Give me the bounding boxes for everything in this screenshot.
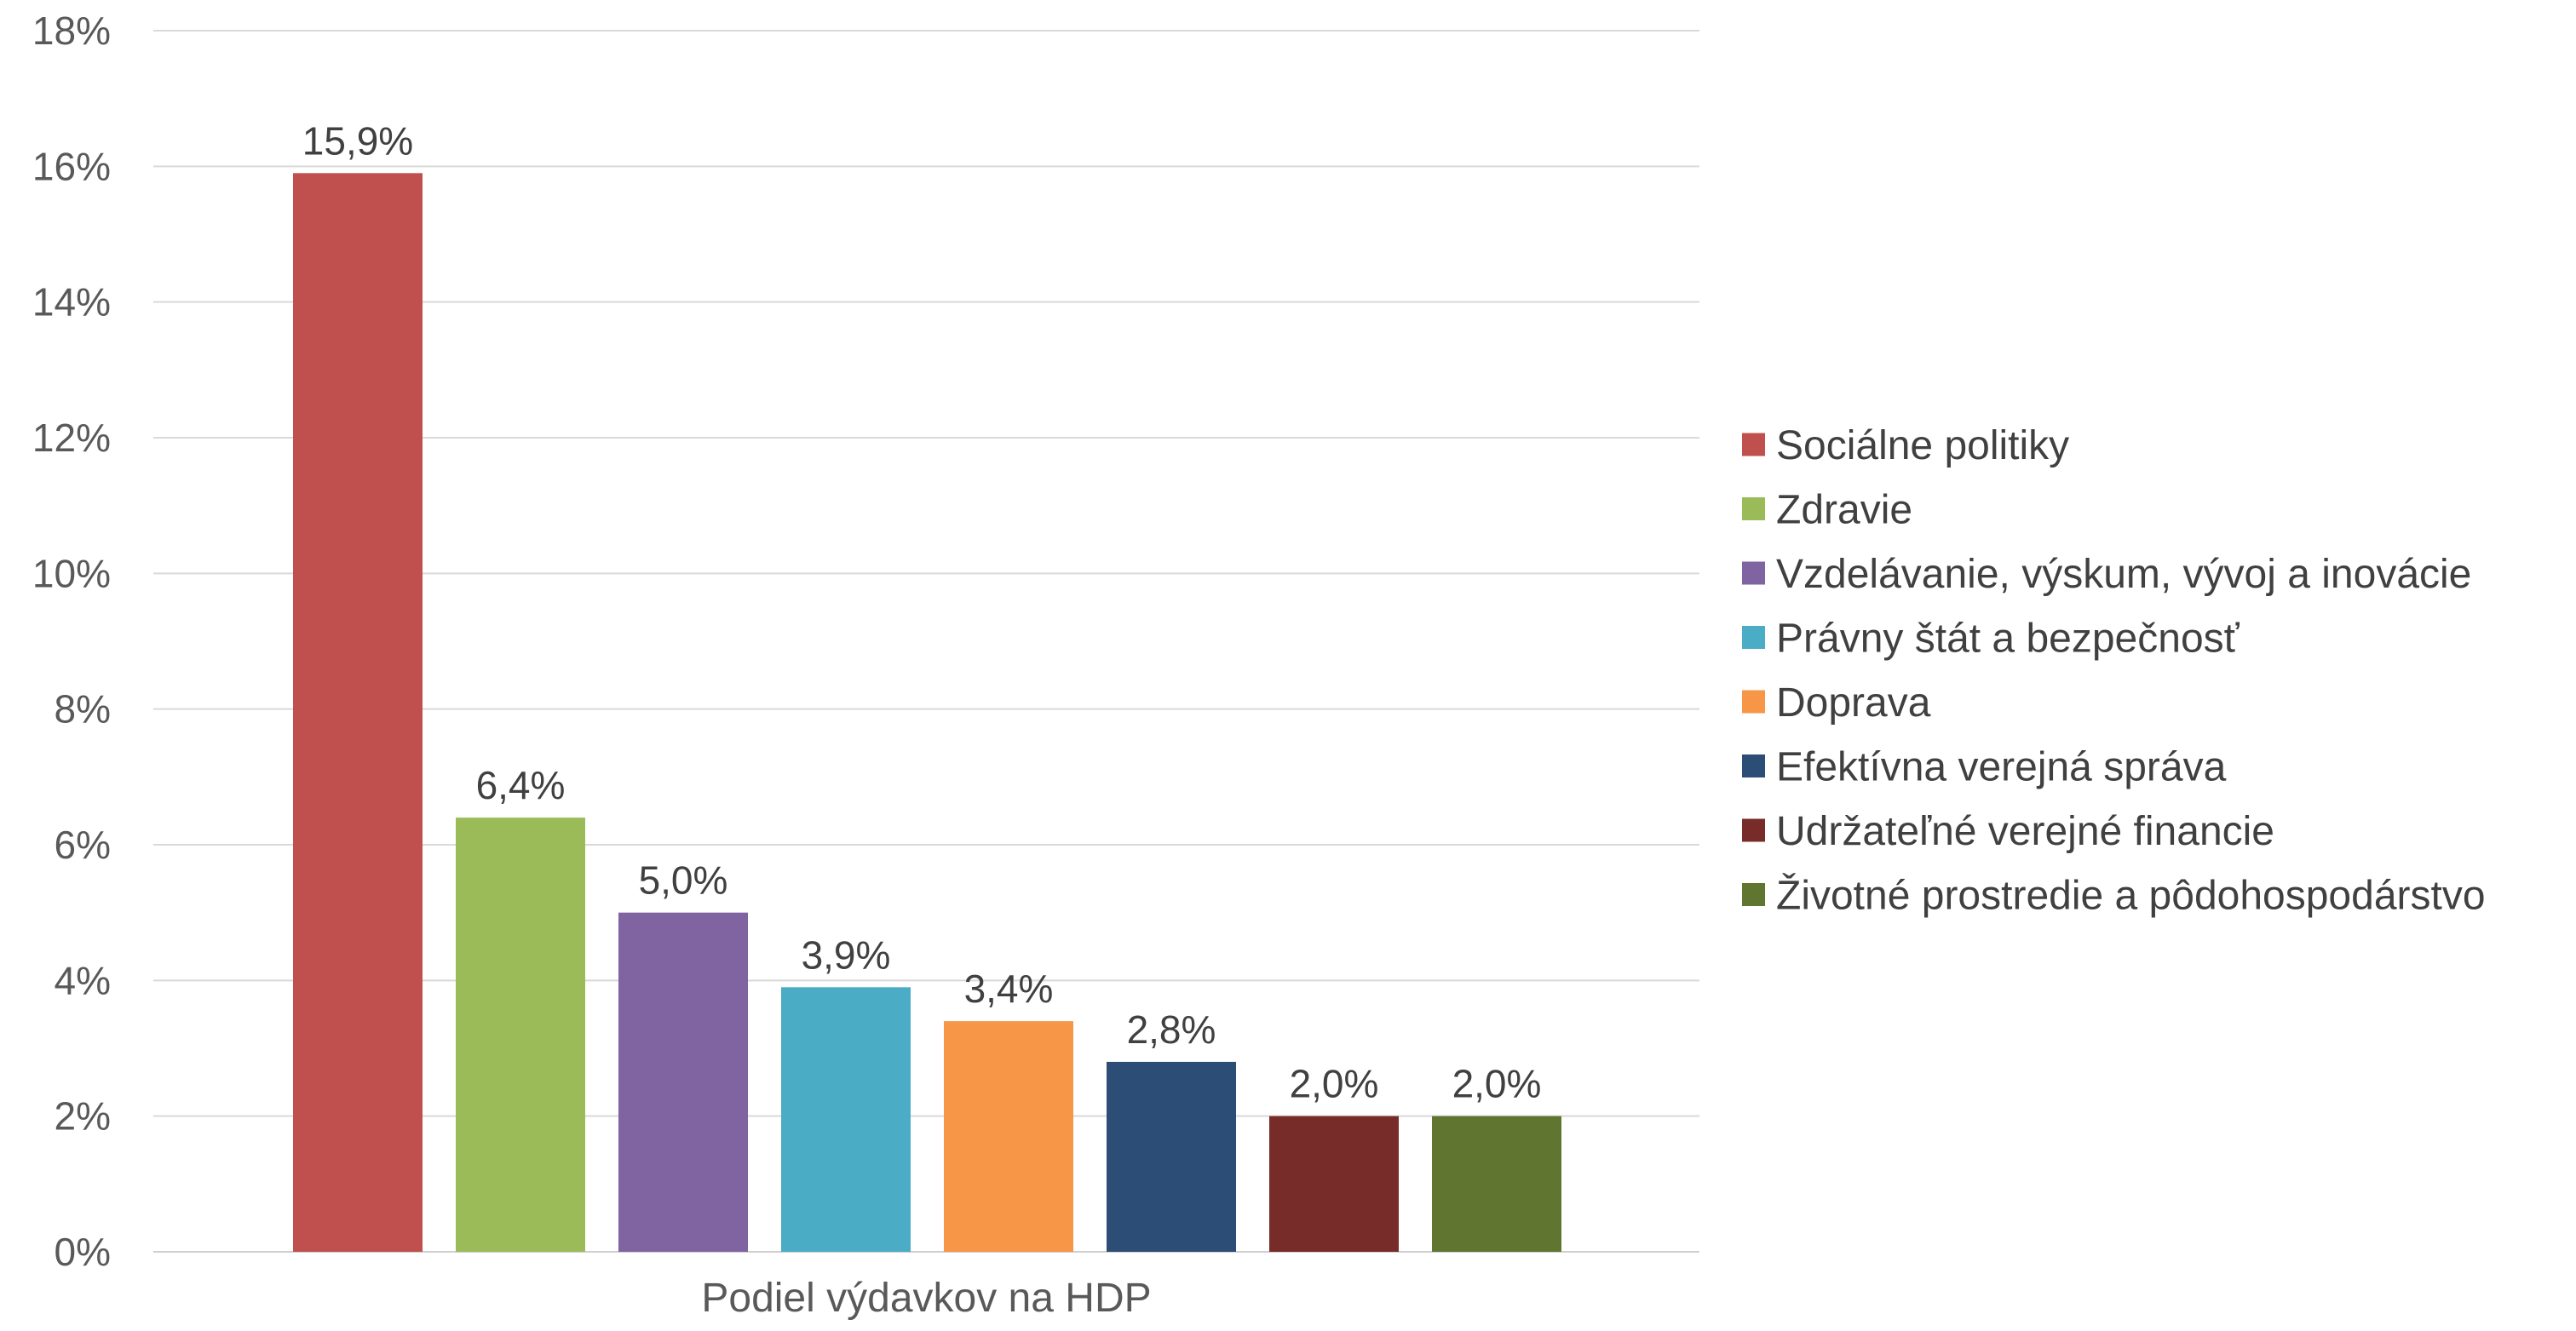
y-tick-label: 12% [32, 416, 111, 460]
legend-label-6: Efektívna verejná správa [1776, 745, 2227, 790]
legend-swatch-3 [1742, 561, 1765, 585]
data-labels: 15,9% 6,4% 5,0% 3,9% 3,4% 2,8% 2,0% 2,0% [302, 118, 1542, 1105]
bar-5 [944, 1021, 1073, 1252]
legend-swatch-6 [1742, 754, 1765, 777]
bar-3 [618, 912, 748, 1252]
bar-7 [1269, 1116, 1399, 1252]
y-tick-label: 6% [55, 823, 111, 867]
y-tick-label: 16% [32, 144, 111, 188]
y-tick-label: 18% [32, 9, 111, 53]
bar-1 [293, 173, 423, 1252]
data-label-7: 2,0% [1290, 1062, 1379, 1106]
legend-label-2: Zdravie [1776, 488, 1912, 533]
legend-swatch-4 [1742, 626, 1765, 649]
y-tick-label: 8% [55, 687, 111, 731]
bar-2 [456, 818, 585, 1252]
bar-4 [781, 987, 911, 1252]
data-label-4: 3,9% [802, 932, 891, 977]
legend-swatch-1 [1742, 433, 1765, 456]
legend-label-8: Životné prostredie a pôdohospodárstvo [1776, 874, 2486, 919]
x-axis-label: Podiel výdavkov na HDP [701, 1276, 1151, 1321]
y-tick-label: 2% [55, 1094, 111, 1139]
legend-swatch-2 [1742, 497, 1765, 520]
bar-6 [1107, 1061, 1236, 1252]
legend-swatch-5 [1742, 690, 1765, 714]
data-label-6: 2,8% [1127, 1007, 1216, 1052]
y-axis-ticks: 0% 2% 4% 6% 8% 10% 12% 14% 16% 18% [32, 9, 111, 1274]
legend-swatch-8 [1742, 883, 1765, 906]
legend-label-5: Doprava [1776, 680, 1931, 726]
y-tick-label: 4% [55, 958, 111, 1002]
data-label-8: 2,0% [1452, 1062, 1542, 1106]
legend-label-3: Vzdelávanie, výskum, vývoj a inovácie [1776, 552, 2471, 597]
legend-label-7: Udržateľné verejné financie [1776, 809, 2274, 854]
legend-label-4: Právny štát a bezpečnosť [1776, 617, 2240, 662]
data-label-1: 15,9% [302, 118, 413, 163]
bar-8 [1432, 1116, 1561, 1252]
y-tick-label: 10% [32, 551, 111, 595]
bars [293, 173, 1561, 1252]
legend-swatch-7 [1742, 818, 1765, 842]
y-tick-label: 14% [32, 280, 111, 324]
data-label-3: 5,0% [639, 858, 728, 903]
legend: Sociálne politiky Zdravie Vzdelávanie, výs… [1742, 423, 2486, 919]
data-label-2: 6,4% [476, 763, 566, 807]
data-label-5: 3,4% [964, 967, 1054, 1011]
legend-label-1: Sociálne politiky [1776, 423, 2069, 468]
y-tick-label: 0% [55, 1230, 111, 1274]
